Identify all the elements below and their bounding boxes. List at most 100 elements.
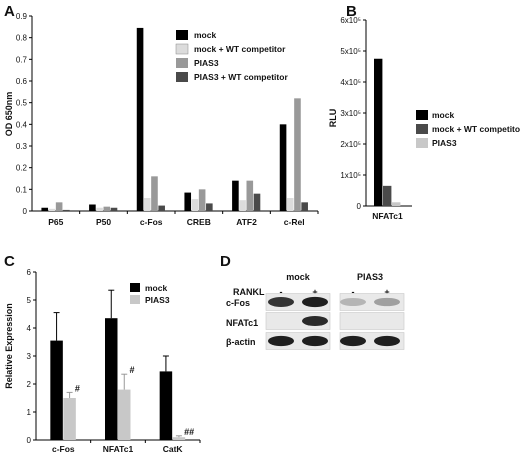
y-tick-label: 0.6 <box>16 77 28 86</box>
bar <box>96 207 103 211</box>
blot-lane-sign: + <box>312 287 317 297</box>
blot-band <box>374 335 400 347</box>
bar <box>143 198 151 211</box>
bar <box>294 98 301 211</box>
y-tick-label: 0.5 <box>16 99 28 108</box>
significance-mark: # <box>75 383 80 393</box>
x-tick-label: P50 <box>96 217 111 227</box>
chart-b: RLU 0 1x10⁵ 2x10⁵ 3x10⁵ 4x10⁵ 5x10⁵ 6x10⁵ NFATc… <box>328 16 520 221</box>
y-tick-label: 0 <box>23 207 28 216</box>
bar <box>198 189 206 211</box>
legend-swatch <box>416 138 428 148</box>
bar <box>392 202 401 206</box>
bar <box>118 389 131 440</box>
bar <box>158 205 165 211</box>
legend-label: PIAS3 + WT competitor <box>194 72 288 82</box>
blot-lane-sign: - <box>280 287 283 297</box>
legend-swatch <box>130 295 140 304</box>
blot-row-label: β-actin <box>226 337 256 347</box>
legend-label: PIAS3 <box>194 58 219 68</box>
legend-swatch <box>416 110 428 120</box>
chart-a-ylabel: OD 650nm <box>4 92 14 137</box>
legend-label: mock <box>145 283 167 293</box>
x-tick-label: c-Fos <box>52 444 75 453</box>
bar <box>89 204 96 211</box>
blot-row-label: c-Fos <box>226 298 250 308</box>
bar <box>301 202 308 211</box>
x-tick-label: ATF2 <box>236 217 257 227</box>
y-tick-label: 4x10⁵ <box>340 78 361 87</box>
blot-band <box>268 335 294 347</box>
bar <box>206 203 213 211</box>
chart-c: Relative Expression 0 1 2 3 4 5 6 # c-Fos # NFATc1… <box>4 268 201 453</box>
blot-band <box>340 298 366 306</box>
blot-band <box>374 297 400 307</box>
y-tick-label: 4 <box>27 324 32 333</box>
y-tick-label: 3 <box>27 352 32 361</box>
x-tick-label: CREB <box>187 217 211 227</box>
chart-c-ylabel: Relative Expression <box>4 303 14 389</box>
y-tick-label: 1x10⁵ <box>340 171 361 180</box>
x-tick-label: c-Fos <box>140 217 163 227</box>
legend-swatch <box>175 43 189 55</box>
y-tick-label: 0.1 <box>16 185 28 194</box>
y-tick-label: 0.2 <box>16 164 28 173</box>
y-tick-label: 0.7 <box>16 55 28 64</box>
blot-lane-sign: + <box>384 287 389 297</box>
legend-label: PIAS3 <box>432 138 457 148</box>
panel-label-b: B <box>346 3 357 20</box>
y-tick-label: 3x10⁵ <box>340 109 361 118</box>
legend-label: mock + WT competitor <box>432 124 520 134</box>
x-tick-label: c-Rel <box>284 217 305 227</box>
y-tick-label: 0.4 <box>16 120 28 129</box>
bar <box>55 202 63 211</box>
panel-label-c: C <box>4 253 15 270</box>
bar <box>172 437 186 440</box>
blot-row-label: NFATc1 <box>226 318 258 328</box>
y-tick-label: 0.9 <box>16 12 28 21</box>
panel-label-d: D <box>220 253 231 270</box>
blot-group-pias3: PIAS3 <box>357 272 383 282</box>
x-tick-label: P65 <box>48 217 63 227</box>
bar <box>48 208 56 211</box>
bar <box>279 124 287 211</box>
bar <box>159 371 173 440</box>
blot-band <box>340 335 366 347</box>
bar <box>232 180 239 211</box>
legend-label: mock + WT competitor <box>194 44 286 54</box>
legend-label: mock <box>432 110 454 120</box>
y-tick-label: 6 <box>27 268 32 277</box>
legend-swatch <box>130 283 140 292</box>
bar <box>383 185 392 206</box>
bar <box>246 180 254 211</box>
blot-band <box>302 335 328 347</box>
y-tick-label: 1 <box>27 408 32 417</box>
bar <box>41 207 49 211</box>
blot-band <box>302 296 328 308</box>
x-tick-label: NFATc1 <box>103 444 134 453</box>
y-tick-label: 0 <box>27 436 32 445</box>
western-blot: RANKL mock PIAS3 - + - + c-Fos NFATc1 β-… <box>226 272 405 350</box>
legend-label: mock <box>194 30 216 40</box>
bar <box>50 340 63 440</box>
y-tick-label: 0 <box>357 202 362 211</box>
bar <box>63 209 70 211</box>
legend-swatch <box>176 30 188 40</box>
y-tick-label: 0.8 <box>16 34 28 43</box>
y-tick-label: 5x10⁵ <box>340 47 361 56</box>
legend-swatch <box>176 72 188 82</box>
legend-swatch <box>176 58 188 68</box>
legend-swatch <box>416 124 428 134</box>
bar <box>374 58 383 206</box>
y-tick-label: 6x10⁵ <box>340 16 361 25</box>
significance-mark: ## <box>184 427 194 437</box>
blot-band <box>302 315 328 327</box>
bar <box>110 207 118 211</box>
y-tick-label: 5 <box>27 296 32 305</box>
legend-label: PIAS3 <box>145 295 170 305</box>
y-tick-label: 2x10⁵ <box>340 140 361 149</box>
bar <box>151 176 158 211</box>
significance-mark: # <box>130 365 135 375</box>
bar <box>136 27 144 211</box>
